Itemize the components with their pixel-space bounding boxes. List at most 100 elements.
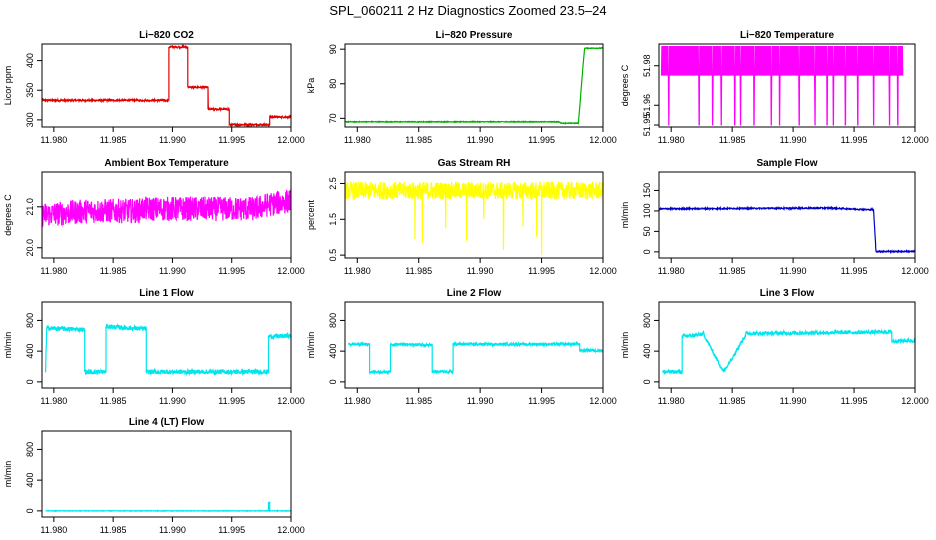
x-tick-label: 11.985 bbox=[100, 135, 127, 145]
y-tick-label: 70 bbox=[328, 113, 338, 123]
y-axis-label: kPa bbox=[306, 78, 316, 94]
y-axis-label: ml/min bbox=[3, 461, 13, 488]
x-tick-label: 12.000 bbox=[277, 135, 305, 145]
y-tick-label: 0 bbox=[25, 379, 35, 384]
x-tick-label: 11.990 bbox=[780, 135, 807, 145]
y-tick-label: 2.5 bbox=[328, 177, 338, 190]
y-tick-label: 150 bbox=[642, 183, 652, 198]
panel-line1: Line 1 Flow 11.980 11.985 11.990 11.995 12.00… bbox=[3, 288, 305, 406]
x-tick-label: 12.000 bbox=[589, 396, 617, 406]
y-tick-label: 800 bbox=[642, 313, 652, 328]
x-tick-label: 11.985 bbox=[100, 266, 127, 276]
y-axis-label: ml/min bbox=[620, 332, 630, 359]
series-line bbox=[345, 180, 603, 256]
x-tick-label: 12.000 bbox=[901, 396, 929, 406]
y-tick-label: 400 bbox=[328, 344, 338, 359]
series-line bbox=[348, 340, 603, 376]
x-tick-label: 11.995 bbox=[841, 135, 868, 145]
series-line bbox=[660, 45, 904, 126]
x-tick-label: 12.000 bbox=[901, 135, 929, 145]
page-title: SPL_060211 2 Hz Diagnostics Zoomed 23.5–… bbox=[329, 3, 607, 18]
y-tick-label: 0 bbox=[328, 379, 338, 384]
x-tick-label: 11.980 bbox=[658, 396, 685, 406]
y-tick-label: 20.0 bbox=[25, 239, 35, 257]
x-tick-label: 12.000 bbox=[589, 266, 617, 276]
plot-frame bbox=[344, 171, 604, 259]
x-tick-label: 11.980 bbox=[344, 266, 371, 276]
y-tick-label: 0 bbox=[642, 379, 652, 384]
panel-title: Ambient Box Temperature bbox=[104, 158, 229, 169]
x-tick-label: 11.995 bbox=[841, 266, 868, 276]
x-tick-label: 11.995 bbox=[218, 135, 245, 145]
y-tick-label: 51.98 bbox=[642, 54, 652, 77]
panel-line2: Line 2 Flow 11.980 11.985 11.990 11.995 12.00… bbox=[306, 288, 617, 406]
series-line bbox=[42, 188, 291, 227]
panel-title: Line 2 Flow bbox=[447, 288, 502, 299]
x-tick-label: 12.000 bbox=[277, 266, 305, 276]
plot-frame bbox=[658, 43, 916, 128]
x-tick-label: 11.985 bbox=[405, 396, 432, 406]
y-axis-label: degrees C bbox=[620, 64, 630, 106]
plot-frame bbox=[658, 171, 916, 259]
panel-title: Line 4 (LT) Flow bbox=[129, 417, 205, 428]
x-tick-label: 11.990 bbox=[780, 396, 807, 406]
panel-pressure: Li−820 Pressure 11.980 11.985 11.990 11.995 1… bbox=[306, 30, 617, 145]
plot-frame bbox=[41, 430, 292, 518]
y-tick-label: 400 bbox=[25, 473, 35, 488]
x-tick-label: 11.990 bbox=[467, 266, 494, 276]
y-axis-label: ml/min bbox=[3, 332, 13, 359]
y-tick-label: 1.5 bbox=[328, 213, 338, 226]
y-tick-label: 100 bbox=[642, 203, 652, 218]
x-tick-label: 11.985 bbox=[100, 525, 127, 535]
plot-frame bbox=[41, 43, 292, 128]
y-tick-label: 0 bbox=[25, 508, 35, 513]
x-tick-label: 11.985 bbox=[719, 396, 746, 406]
plot-frame bbox=[41, 301, 292, 389]
panel-title: Line 3 Flow bbox=[760, 288, 815, 299]
y-axis-label: degrees C bbox=[3, 194, 13, 236]
y-tick-label: 90 bbox=[328, 44, 338, 54]
y-axis-label: ml/min bbox=[306, 332, 316, 359]
panel-title: Li−820 CO2 bbox=[139, 30, 194, 41]
y-tick-label: 800 bbox=[328, 313, 338, 328]
series-line bbox=[345, 46, 603, 125]
x-tick-label: 11.985 bbox=[100, 396, 127, 406]
panel-ambient: Ambient Box Temperature 11.980 11.985 11.99… bbox=[3, 158, 305, 276]
y-tick-label: 350 bbox=[25, 83, 35, 98]
x-tick-label: 11.990 bbox=[159, 396, 186, 406]
x-tick-label: 11.985 bbox=[405, 135, 432, 145]
x-tick-label: 12.000 bbox=[901, 266, 929, 276]
panel-line3: Line 3 Flow 11.980 11.985 11.990 11.995 12.00… bbox=[620, 288, 929, 406]
x-tick-label: 11.980 bbox=[658, 266, 685, 276]
panel-co2: Li−820 CO2 11.980 11.985 11.990 11.995 12.000… bbox=[3, 30, 305, 145]
panel-title: Li−820 Pressure bbox=[436, 30, 513, 41]
y-tick-label: 400 bbox=[642, 344, 652, 359]
x-tick-label: 11.985 bbox=[405, 266, 432, 276]
y-tick-label: 300 bbox=[25, 112, 35, 127]
x-tick-label: 11.990 bbox=[159, 135, 186, 145]
x-tick-label: 11.980 bbox=[40, 266, 67, 276]
series-line bbox=[42, 44, 291, 127]
y-tick-label: 50 bbox=[642, 226, 652, 236]
panel-title: Line 1 Flow bbox=[139, 288, 194, 299]
y-tick-label: 51.95 bbox=[642, 114, 652, 137]
y-axis-label: percent bbox=[306, 199, 316, 230]
series-line bbox=[45, 501, 291, 513]
y-tick-label: 400 bbox=[25, 344, 35, 359]
series-line bbox=[45, 323, 291, 377]
series-line bbox=[659, 205, 915, 255]
plot-frame bbox=[344, 301, 604, 389]
x-tick-label: 11.995 bbox=[528, 266, 555, 276]
y-tick-label: 400 bbox=[25, 53, 35, 68]
plot-frame bbox=[41, 171, 292, 259]
x-tick-label: 11.995 bbox=[841, 396, 868, 406]
x-tick-label: 11.990 bbox=[159, 266, 186, 276]
x-tick-label: 11.995 bbox=[218, 525, 245, 535]
y-axis-label: Licor ppm bbox=[3, 66, 13, 106]
y-tick-label: 0 bbox=[642, 249, 652, 254]
x-tick-label: 11.990 bbox=[780, 266, 807, 276]
x-tick-label: 11.990 bbox=[159, 525, 186, 535]
panel-title: Li−820 Temperature bbox=[740, 30, 834, 41]
y-tick-label: 800 bbox=[25, 442, 35, 457]
